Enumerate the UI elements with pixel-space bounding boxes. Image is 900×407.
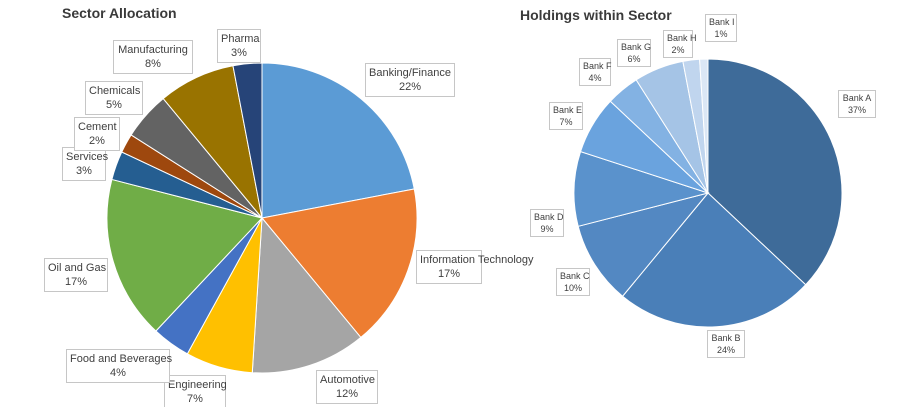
sector-label-percent: 4% bbox=[110, 367, 126, 379]
holdings-label-name: Bank D bbox=[534, 212, 564, 222]
holdings-label-bank-c: Bank C 10% bbox=[556, 268, 590, 296]
holdings-label-name: Bank G bbox=[621, 42, 652, 52]
holdings-within-sector-title: Holdings within Sector bbox=[520, 7, 672, 23]
sector-label-services: Services 3% bbox=[62, 147, 109, 181]
holdings-label-percent: 9% bbox=[540, 224, 554, 234]
sector-label-percent: 3% bbox=[231, 47, 247, 59]
holdings-slice-bank-c bbox=[577, 192, 710, 297]
holdings-label-bank-b: Bank B 24% bbox=[707, 330, 745, 358]
sector-label-percent: 17% bbox=[437, 268, 461, 280]
sector-label-information-technology: Information Technology 17% bbox=[416, 250, 534, 284]
holdings-label-name: Bank F bbox=[583, 61, 612, 71]
sector-slice-oil-and-gas bbox=[106, 178, 263, 332]
holdings-label-bank-a: Bank A 37% bbox=[838, 90, 876, 118]
sector-label-name: Chemicals bbox=[89, 85, 141, 97]
sector-slice-banking-finance bbox=[261, 62, 415, 219]
sector-label-percent: 5% bbox=[106, 99, 122, 111]
holdings-label-percent: 7% bbox=[559, 117, 573, 127]
holdings-label-percent: 4% bbox=[588, 73, 602, 83]
holdings-label-percent: 24% bbox=[716, 345, 735, 355]
sector-label-percent: 17% bbox=[64, 276, 88, 288]
holdings-label-percent: 37% bbox=[847, 105, 866, 115]
holdings-label-name: Bank I bbox=[709, 17, 735, 27]
holdings-label-name: Bank B bbox=[711, 333, 741, 343]
holdings-label-name: Bank E bbox=[553, 105, 583, 115]
sector-allocation-title: Sector Allocation bbox=[62, 5, 177, 21]
sector-label-chemicals: Chemicals 5% bbox=[85, 81, 143, 115]
holdings-label-bank-f: Bank F 4% bbox=[579, 58, 612, 86]
sector-label-pharma: Pharma 3% bbox=[217, 29, 261, 63]
sector-label-banking-finance: Banking/Finance 22% bbox=[365, 63, 455, 97]
sector-label-name: Automotive bbox=[320, 374, 376, 386]
sector-label-name: Engineering bbox=[168, 379, 227, 391]
sector-slice-automotive bbox=[251, 216, 362, 374]
sector-label-automotive: Automotive 12% bbox=[316, 370, 378, 404]
holdings-label-bank-h: Bank H 2% bbox=[663, 30, 697, 58]
sector-label-name: Banking/Finance bbox=[369, 67, 451, 79]
holdings-label-percent: 10% bbox=[563, 283, 582, 293]
sector-slice-pharma bbox=[232, 62, 263, 219]
sector-label-name: Manufacturing bbox=[118, 44, 188, 56]
holdings-label-bank-e: Bank E 7% bbox=[549, 102, 583, 130]
sector-label-percent: 12% bbox=[335, 388, 359, 400]
sector-label-percent: 7% bbox=[187, 393, 203, 405]
sector-label-name: Services bbox=[66, 151, 109, 163]
sector-label-name: Food and Beverages bbox=[70, 353, 173, 365]
sector-label-name: Oil and Gas bbox=[48, 262, 107, 274]
sector-pie bbox=[106, 62, 418, 374]
sector-label-percent: 8% bbox=[145, 58, 161, 70]
holdings-label-percent: 2% bbox=[671, 45, 685, 55]
sector-slice-information-technology bbox=[261, 188, 418, 339]
sector-label-name: Cement bbox=[78, 121, 117, 133]
holdings-label-name: Bank A bbox=[842, 93, 872, 103]
sector-label-manufacturing: Manufacturing 8% bbox=[113, 40, 193, 74]
holdings-label-percent: 1% bbox=[714, 29, 728, 39]
holdings-label-bank-d: Bank D 9% bbox=[530, 209, 564, 237]
holdings-slice-bank-i bbox=[699, 58, 709, 194]
holdings-slice-bank-b bbox=[621, 192, 807, 328]
sector-label-oil-and-gas: Oil and Gas 17% bbox=[44, 258, 108, 292]
sector-label-name: Pharma bbox=[221, 33, 260, 45]
holdings-label-name: Bank C bbox=[560, 271, 590, 281]
holdings-label-bank-g: Bank G 6% bbox=[617, 39, 651, 67]
sector-label-percent: 3% bbox=[76, 165, 92, 177]
holdings-label-percent: 6% bbox=[627, 54, 641, 64]
sector-label-percent: 2% bbox=[89, 135, 105, 147]
holdings-label-name: Bank H bbox=[667, 33, 697, 43]
sector-label-percent: 22% bbox=[398, 81, 422, 93]
sector-label-engineering: Engineering 7% bbox=[164, 375, 227, 407]
holdings-pie bbox=[573, 58, 843, 328]
holdings-label-bank-i: Bank I 1% bbox=[705, 14, 737, 42]
holdings-slice-bank-a bbox=[707, 58, 843, 286]
sector-label-food-and-beverages: Food and Beverages 4% bbox=[66, 349, 173, 383]
sector-label-cement: Cement 2% bbox=[74, 117, 120, 151]
sector-label-name: Information Technology bbox=[420, 254, 534, 266]
